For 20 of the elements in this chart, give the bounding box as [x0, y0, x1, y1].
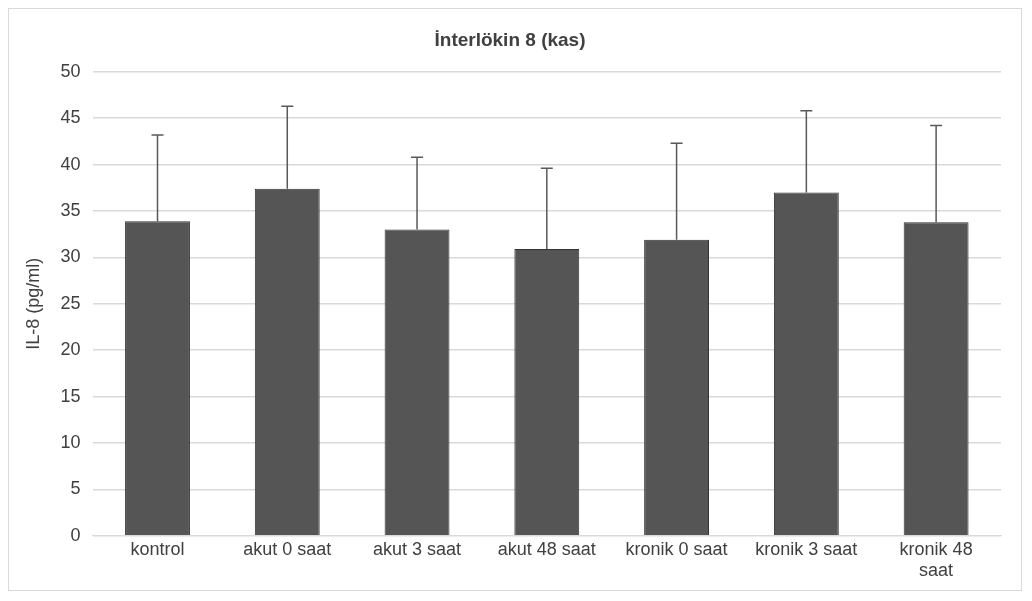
chart-title: İnterlökin 8 (kas): [434, 28, 586, 50]
x-tick-label: kronik 48 saat: [899, 538, 973, 581]
y-tick-label: 40: [60, 153, 81, 174]
x-tick-label: akut 48 saat: [497, 538, 596, 559]
y-tick-label: 45: [60, 107, 81, 128]
y-tick-label: 50: [60, 60, 81, 81]
y-tick-label: 0: [70, 524, 81, 545]
y-tick-label: 20: [60, 339, 81, 360]
y-tick-label: 15: [60, 385, 81, 406]
x-tick-label: akut 0 saat: [243, 538, 332, 559]
y-tick-label: 25: [60, 292, 81, 313]
y-tick-label: 30: [60, 246, 81, 267]
y-tick-label: 5: [70, 478, 81, 499]
y-tick-label: 35: [60, 199, 81, 220]
y-axis-title: IL-8 (pg/ml): [22, 257, 43, 350]
x-tick-label: kronik 3 saat: [755, 538, 858, 559]
x-tick-label: akut 3 saat: [373, 538, 462, 559]
x-tick-label: kronik 0 saat: [625, 538, 728, 559]
y-tick-label: 10: [60, 431, 81, 452]
x-tick-label: kontrol: [130, 538, 185, 559]
